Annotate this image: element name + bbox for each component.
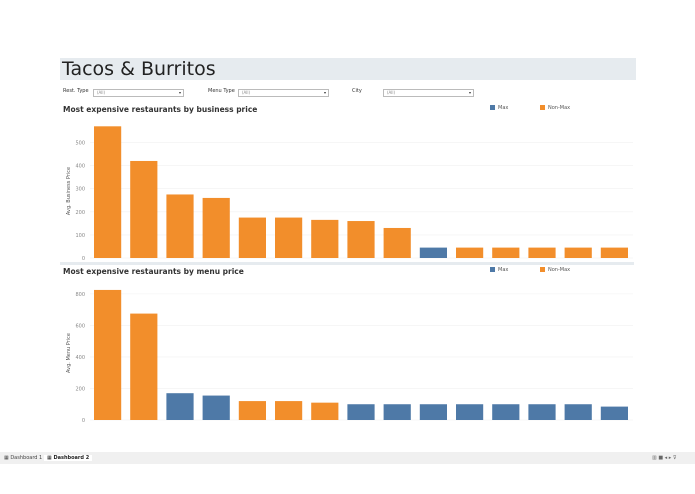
bar [383, 404, 411, 420]
legend-max[interactable]: Max [490, 105, 508, 111]
bar [202, 197, 230, 258]
legend-nonmax[interactable]: Non-Max [540, 105, 570, 111]
bar [311, 219, 339, 258]
legend-swatch [540, 105, 545, 110]
y-tick-label: 400 [75, 355, 85, 361]
bar [311, 402, 339, 420]
y-tick-label: 100 [75, 233, 85, 239]
bar [456, 247, 484, 258]
tab-label: Dashboard 2 [53, 455, 90, 461]
y-tick-label: 600 [75, 323, 85, 329]
y-tick-label: 800 [75, 292, 85, 298]
bar [130, 160, 158, 258]
filter-value: (All) [242, 90, 251, 95]
chevron-down-icon: ▾ [323, 90, 326, 95]
legend-label: Non-Max [548, 105, 571, 111]
legend-max[interactable]: Max [490, 267, 508, 273]
filter-menu-type[interactable]: (All) ▾ [238, 89, 329, 97]
legend-swatch [540, 267, 545, 272]
dashboard-title: Tacos & Burritos [60, 58, 636, 80]
y-tick-label: 0 [82, 256, 85, 262]
business-price-chart: 0 100 200 300 400 500 Avg. Business Price [66, 126, 633, 262]
y-axis-label: Avg. Business Price [66, 167, 72, 215]
filter-label-menu-type: Menu Type [208, 88, 235, 94]
bar [347, 404, 375, 420]
bar [94, 289, 122, 420]
tab-dashboard-1[interactable]: ▦ Dashboard 1 [4, 455, 43, 461]
view-controls[interactable]: ▥ ■ ◂ ▸ ⊽ [652, 455, 677, 461]
filter-value: (All) [387, 90, 396, 95]
filter-label-rest-type: Rest. Type [63, 88, 89, 94]
bar [383, 227, 411, 258]
bar [419, 404, 447, 420]
filter-label-city: City [352, 88, 362, 94]
bar [492, 404, 520, 420]
y-tick-label: 200 [75, 210, 85, 216]
bar [202, 395, 230, 420]
tab-label: Dashboard 1 [10, 455, 43, 461]
bar [238, 401, 266, 420]
chevron-down-icon: ▾ [178, 90, 181, 95]
bar [564, 247, 592, 258]
legend-label: Max [498, 105, 509, 111]
bar [275, 401, 303, 420]
bar [238, 217, 266, 258]
y-tick-label: 300 [75, 187, 85, 193]
bar [419, 247, 447, 258]
y-tick-label: 400 [75, 164, 85, 170]
bar [528, 404, 556, 420]
legend-label: Max [498, 267, 509, 273]
filter-city[interactable]: (All) ▾ [383, 89, 474, 97]
legend-nonmax[interactable]: Non-Max [540, 267, 570, 273]
bar [130, 313, 158, 420]
tab-dashboard-2[interactable]: ▦ Dashboard 2 [44, 455, 93, 461]
bar [275, 217, 303, 258]
bar [456, 404, 484, 420]
bar [166, 194, 194, 258]
filter-rest-type[interactable]: (All) ▾ [93, 89, 184, 97]
filter-value: (All) [97, 90, 106, 95]
y-tick-label: 200 [75, 386, 85, 392]
divider [60, 262, 634, 265]
y-tick-label: 0 [82, 418, 85, 424]
bar [600, 247, 628, 258]
bar [347, 221, 375, 258]
y-tick-label: 500 [75, 140, 85, 146]
bar [564, 404, 592, 420]
legend-label: Non-Max [548, 267, 571, 273]
chevron-down-icon: ▾ [468, 90, 471, 95]
bar [94, 126, 122, 258]
bar [166, 393, 194, 420]
legend-swatch [490, 267, 495, 272]
chart-title-menu: Most expensive restaurants by menu price [63, 267, 244, 276]
tab-bar: ▦ Dashboard 1 ▦ Dashboard 2 ▥ ■ ◂ ▸ ⊽ [0, 452, 695, 464]
menu-price-chart: 0 200 400 600 800 Avg. Menu Price [66, 289, 633, 424]
chart-title-business: Most expensive restaurants by business p… [63, 105, 258, 114]
legend-swatch [490, 105, 495, 110]
y-axis-label: Avg. Menu Price [66, 333, 72, 373]
bar [600, 406, 628, 420]
bar [492, 247, 520, 258]
bar [528, 247, 556, 258]
